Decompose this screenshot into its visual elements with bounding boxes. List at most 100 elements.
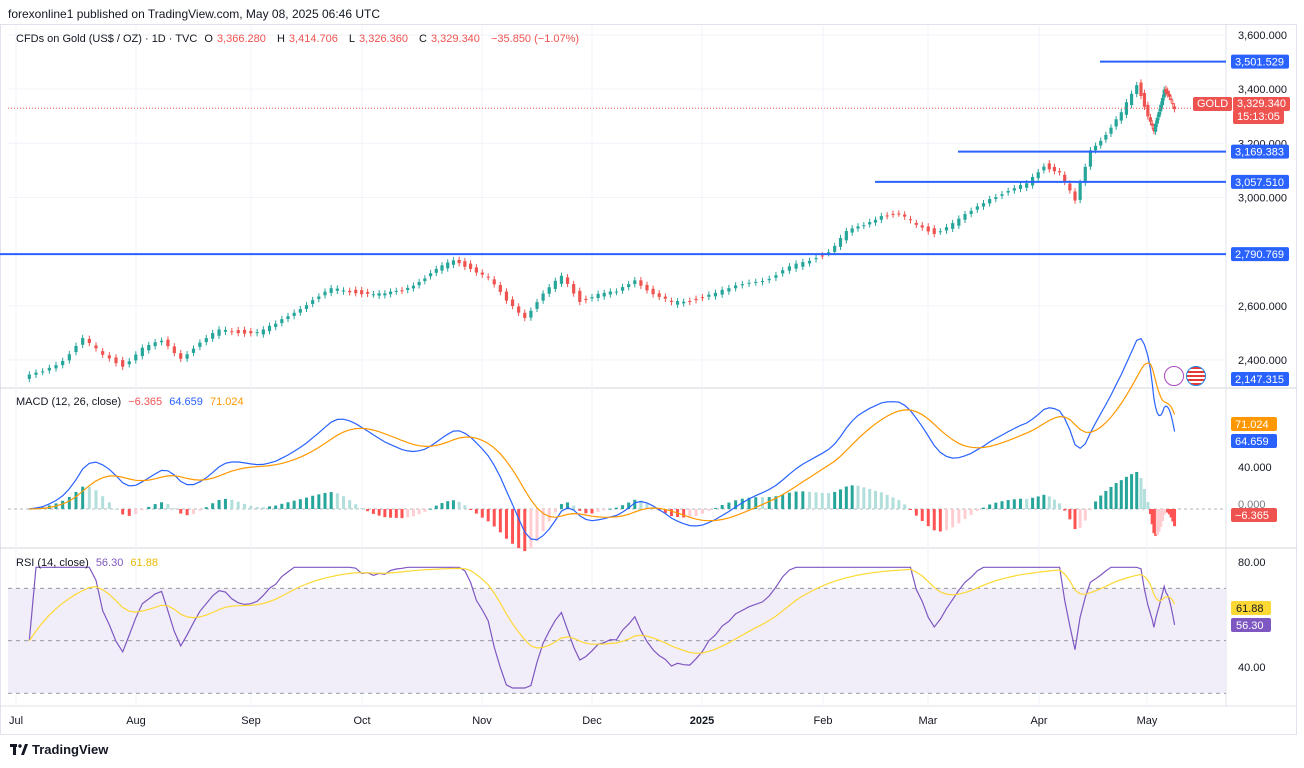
- candle-body: [428, 273, 433, 277]
- macd-histogram-bar: [305, 497, 308, 509]
- candle-body: [596, 293, 600, 299]
- price-candle: [366, 288, 370, 298]
- macd-histogram-bar: [874, 490, 877, 509]
- candle-body: [1036, 172, 1040, 179]
- macd-histogram-bar: [614, 507, 618, 509]
- candle-body: [523, 312, 527, 318]
- macd-histogram-bar: [268, 506, 271, 509]
- price-candle: [645, 281, 649, 294]
- candle-body: [134, 354, 138, 361]
- macd-histogram-bar: [1155, 509, 1159, 535]
- macd-histogram-bar: [348, 500, 352, 509]
- price-candle: [1154, 120, 1158, 135]
- macd-histogram-bar: [406, 509, 410, 518]
- rsi-tag: [1231, 618, 1271, 632]
- macd-histogram-bar: [794, 491, 798, 509]
- price-candle: [1167, 90, 1171, 100]
- candle-body: [388, 291, 393, 295]
- macd-histogram-bar: [566, 502, 570, 509]
- price-candle: [101, 347, 105, 358]
- candle-body: [1152, 127, 1156, 131]
- price-candle: [311, 296, 315, 308]
- price-candle: [394, 287, 398, 295]
- price-candle: [688, 297, 692, 306]
- macd-histogram-bar: [274, 505, 278, 509]
- price-candle: [856, 223, 860, 232]
- macd-histogram-bar: [602, 509, 606, 511]
- price-candle: [286, 312, 290, 323]
- macd-histogram-bar: [879, 492, 883, 509]
- macd-histogram-bar: [389, 509, 393, 518]
- candle-body: [608, 291, 612, 295]
- price-candle: [920, 222, 924, 231]
- macd-histogram-bar: [645, 503, 649, 509]
- candle-body: [747, 282, 751, 284]
- price-candle: [868, 218, 872, 228]
- level-price-tag: [1231, 174, 1289, 189]
- macd-histogram-bar: [286, 502, 290, 509]
- candle-body: [707, 294, 711, 297]
- candle-body: [1167, 93, 1171, 97]
- x-tick-label: Mar: [919, 715, 938, 727]
- candle-body: [451, 260, 456, 265]
- macd-histogram-bar: [639, 500, 643, 509]
- candle-body: [236, 330, 240, 334]
- us-flag-icon[interactable]: [1186, 366, 1206, 386]
- price-candle: [844, 227, 848, 244]
- candle-body: [61, 360, 65, 366]
- candle-body: [529, 310, 533, 318]
- macd-histogram-bar: [608, 508, 612, 510]
- price-candle: [713, 289, 718, 300]
- candle-body: [994, 197, 998, 199]
- candle-body: [572, 284, 576, 294]
- price-candle: [348, 287, 352, 296]
- macd-histogram-bar: [249, 505, 253, 509]
- candle-body: [298, 309, 302, 313]
- candle-body: [734, 285, 738, 289]
- price-candle: [274, 320, 278, 331]
- macd-histogram-bar: [596, 509, 600, 512]
- macd-histogram-bar: [713, 508, 717, 510]
- macd-histogram-bar: [541, 509, 545, 532]
- candle-body: [1104, 134, 1108, 140]
- macd-histogram-bar: [469, 509, 473, 510]
- candle-body: [1164, 88, 1168, 93]
- macd-signal-value: 71.024: [209, 396, 244, 408]
- candle-body: [1078, 182, 1082, 200]
- macd-histogram-bar: [377, 509, 381, 516]
- macd-histogram-bar: [553, 509, 557, 513]
- macd-histogram-bar: [688, 509, 692, 518]
- macd-histogram-bar: [559, 504, 563, 509]
- macd-histogram-bar: [897, 500, 901, 509]
- rsi-ma-line: [28, 567, 1176, 654]
- macd-histogram-bar: [529, 509, 533, 549]
- price-candle: [963, 210, 967, 223]
- price-candle: [1162, 86, 1166, 101]
- candle-body: [794, 263, 798, 269]
- price-candle: [242, 326, 247, 337]
- price-candle: [335, 285, 339, 295]
- macd-histogram-bar: [166, 503, 170, 509]
- macd-histogram-bar: [61, 500, 65, 509]
- candle-body: [700, 297, 705, 299]
- macd-histogram-bar: [1146, 502, 1150, 509]
- candle-body: [274, 323, 278, 327]
- macd-histogram-bar: [94, 490, 98, 509]
- macd-histogram-bar: [1114, 483, 1118, 509]
- macd-title: MACD (12, 26, close): [16, 396, 122, 408]
- candle-body: [578, 290, 582, 302]
- price-candle: [891, 210, 895, 218]
- price-candle: [1057, 167, 1062, 176]
- price-candle: [198, 339, 202, 351]
- macd-histogram-bar: [1109, 486, 1113, 509]
- macd-histogram-bar: [134, 509, 138, 515]
- flash-icon[interactable]: [1164, 366, 1184, 386]
- y-tick-label: 2,400.000: [1238, 355, 1287, 367]
- macd-histogram-bar: [932, 509, 936, 531]
- high-value: 3,414.706: [288, 33, 338, 45]
- macd-histogram-bar: [480, 509, 484, 518]
- x-tick-label: Sep: [241, 715, 261, 727]
- candle-body: [486, 276, 490, 278]
- price-candle: [166, 336, 170, 350]
- countdown-badge: 15:13:05: [1233, 110, 1284, 124]
